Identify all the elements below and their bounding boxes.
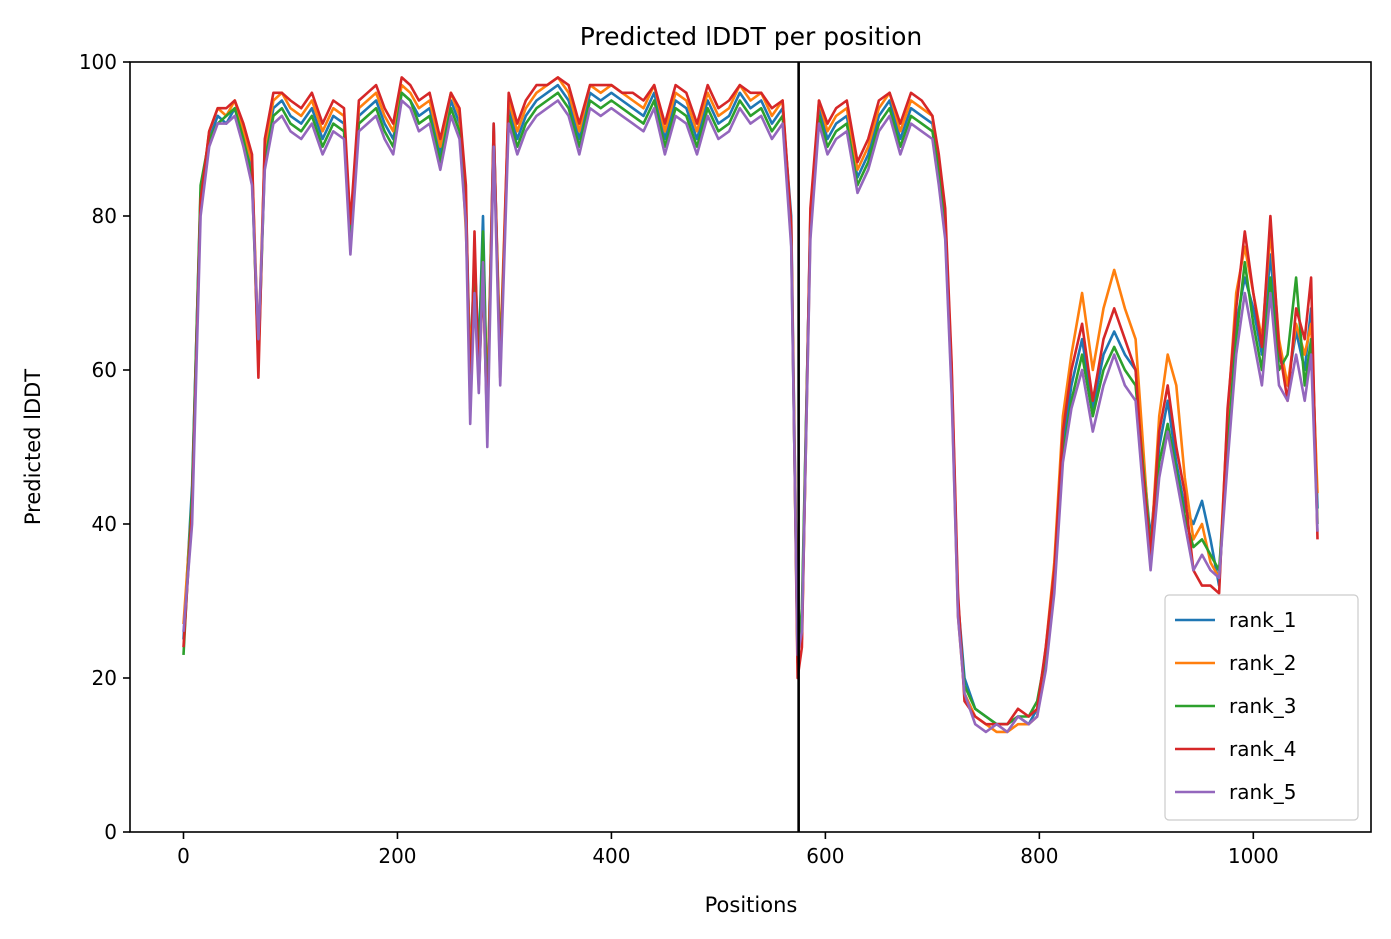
legend: rank_1 rank_2 rank_3 rank_4 rank_5 bbox=[1164, 594, 1359, 821]
x-tick-label: 200 bbox=[378, 844, 416, 868]
x-tick-label: 1000 bbox=[1228, 844, 1279, 868]
plot-frame bbox=[129, 61, 1372, 833]
x-tick-label: 800 bbox=[1020, 844, 1058, 868]
y-tick-label: 0 bbox=[104, 820, 117, 844]
series-line-rank_2 bbox=[182, 76, 1319, 734]
legend-label-rank_5: rank_5 bbox=[1229, 780, 1296, 804]
y-tick-label: 60 bbox=[92, 358, 117, 382]
x-axis-label: Positions bbox=[705, 893, 798, 917]
y-axis-ticks: 0 20 40 60 80 100 bbox=[79, 50, 130, 844]
x-tick-label: 600 bbox=[806, 844, 844, 868]
y-tick-label: 100 bbox=[79, 50, 117, 74]
legend-label-rank_2: rank_2 bbox=[1229, 651, 1296, 675]
y-tick-label: 40 bbox=[92, 512, 117, 536]
legend-label-rank_4: rank_4 bbox=[1229, 737, 1296, 761]
y-tick-label: 80 bbox=[92, 204, 117, 228]
y-tick-label: 20 bbox=[92, 666, 117, 690]
x-tick-label: 400 bbox=[592, 844, 630, 868]
y-axis-label: Predicted lDDT bbox=[21, 369, 45, 525]
series-layer bbox=[182, 76, 1319, 734]
legend-frame bbox=[1164, 594, 1359, 821]
legend-label-rank_3: rank_3 bbox=[1229, 694, 1296, 718]
series-line-rank_5 bbox=[182, 99, 1319, 734]
x-tick-label: 0 bbox=[177, 844, 190, 868]
x-axis-ticks: 0 200 400 600 800 1000 bbox=[177, 832, 1279, 868]
chart-title: Predicted lDDT per position bbox=[580, 22, 922, 51]
legend-label-rank_1: rank_1 bbox=[1229, 608, 1296, 632]
